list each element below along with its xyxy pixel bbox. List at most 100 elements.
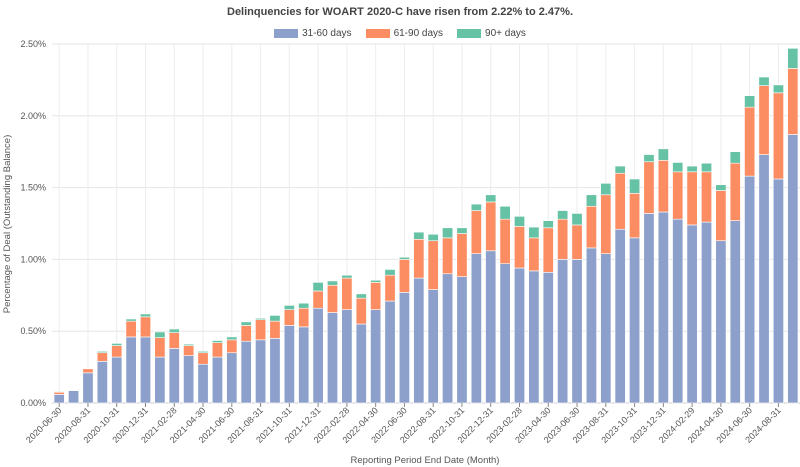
bar-segment-31-60-days[interactable] xyxy=(140,336,151,404)
bar-segment-31-60-days[interactable] xyxy=(470,253,482,404)
bar-segment-90-days[interactable] xyxy=(96,351,108,354)
bar-segment-61-90-days[interactable] xyxy=(701,171,712,223)
bar-segment-90-days[interactable] xyxy=(729,151,741,164)
bar-segment-90-days[interactable] xyxy=(427,233,439,242)
bar-segment-61-90-days[interactable] xyxy=(125,320,137,338)
bar-segment-90-days[interactable] xyxy=(240,321,252,326)
legend-item-31-60[interactable]: 31-60 days xyxy=(274,28,352,39)
bar-segment-31-60-days[interactable] xyxy=(327,312,338,404)
bar-segment-31-60-days[interactable] xyxy=(355,323,367,404)
bar-segment-31-60-days[interactable] xyxy=(183,355,195,404)
bar-segment-31-60-days[interactable] xyxy=(370,309,382,404)
bar-segment-90-days[interactable] xyxy=(384,269,396,276)
bar-segment-31-60-days[interactable] xyxy=(528,270,540,404)
bar-segment-31-60-days[interactable] xyxy=(68,390,80,404)
bar-segment-90-days[interactable] xyxy=(442,227,454,239)
bar-segment-61-90-days[interactable] xyxy=(729,162,741,221)
bar-segment-90-days[interactable] xyxy=(744,95,756,108)
bar-segment-90-days[interactable] xyxy=(269,315,281,322)
bar-segment-61-90-days[interactable] xyxy=(787,68,799,135)
bar-segment-61-90-days[interactable] xyxy=(758,85,770,155)
bar-segment-90-days[interactable] xyxy=(125,318,137,322)
bar-segment-90-days[interactable] xyxy=(211,340,223,343)
bar-segment-31-60-days[interactable] xyxy=(53,394,65,404)
bar-segment-31-60-days[interactable] xyxy=(154,356,166,404)
bar-segment-31-60-days[interactable] xyxy=(787,134,799,404)
bar-segment-31-60-days[interactable] xyxy=(456,276,468,404)
bar-segment-31-60-days[interactable] xyxy=(312,307,324,404)
bar-segment-90-days[interactable] xyxy=(53,391,65,393)
bar-segment-31-60-days[interactable] xyxy=(729,220,741,404)
bar-segment-31-60-days[interactable] xyxy=(226,352,238,404)
bar-segment-31-60-days[interactable] xyxy=(442,273,454,404)
bar-segment-61-90-days[interactable] xyxy=(413,238,425,279)
bar-segment-90-days[interactable] xyxy=(470,203,482,211)
bar-segment-61-90-days[interactable] xyxy=(111,345,123,358)
bar-segment-90-days[interactable] xyxy=(456,227,468,234)
bar-segment-61-90-days[interactable] xyxy=(312,290,324,309)
bar-segment-31-60-days[interactable] xyxy=(298,326,310,404)
bar-segment-90-days[interactable] xyxy=(327,280,338,286)
bar-segment-90-days[interactable] xyxy=(643,154,655,163)
bar-segment-61-90-days[interactable] xyxy=(53,391,65,395)
bar-segment-31-60-days[interactable] xyxy=(240,340,252,404)
bar-segment-61-90-days[interactable] xyxy=(686,171,698,226)
bar-segment-61-90-days[interactable] xyxy=(600,194,612,254)
bar-segment-31-60-days[interactable] xyxy=(125,336,137,404)
bar-segment-31-60-days[interactable] xyxy=(168,348,180,404)
bar-segment-31-60-days[interactable] xyxy=(672,218,684,404)
bar-segment-61-90-days[interactable] xyxy=(355,297,367,325)
bar-segment-61-90-days[interactable] xyxy=(585,205,597,249)
bar-segment-90-days[interactable] xyxy=(585,194,597,207)
bar-segment-61-90-days[interactable] xyxy=(283,309,295,326)
bar-segment-61-90-days[interactable] xyxy=(327,284,338,313)
bar-segment-90-days[interactable] xyxy=(183,343,195,346)
bar-segment-90-days[interactable] xyxy=(528,226,540,239)
bar-segment-61-90-days[interactable] xyxy=(398,259,410,293)
bar-segment-90-days[interactable] xyxy=(701,162,712,173)
bar-segment-31-60-days[interactable] xyxy=(514,267,525,404)
bar-segment-61-90-days[interactable] xyxy=(96,352,108,362)
bar-segment-90-days[interactable] xyxy=(657,148,669,161)
bar-segment-61-90-days[interactable] xyxy=(226,339,238,354)
bar-segment-61-90-days[interactable] xyxy=(672,171,684,220)
bar-segment-31-60-days[interactable] xyxy=(600,253,612,404)
bar-segment-31-60-days[interactable] xyxy=(744,175,756,404)
bar-segment-31-60-days[interactable] xyxy=(341,309,353,404)
bar-segment-90-days[interactable] xyxy=(197,351,209,354)
bar-segment-61-90-days[interactable] xyxy=(240,325,252,342)
bar-segment-31-60-days[interactable] xyxy=(557,259,569,404)
bar-segment-90-days[interactable] xyxy=(312,282,324,292)
bar-segment-31-60-days[interactable] xyxy=(715,240,727,404)
bar-segment-31-60-days[interactable] xyxy=(398,292,410,404)
legend-item-90-plus[interactable]: 90+ days xyxy=(457,28,526,39)
bar-segment-61-90-days[interactable] xyxy=(614,172,626,230)
bar-segment-31-60-days[interactable] xyxy=(772,178,784,404)
bar-segment-61-90-days[interactable] xyxy=(657,160,669,213)
bar-segment-90-days[interactable] xyxy=(370,279,382,283)
bar-segment-61-90-days[interactable] xyxy=(211,342,223,358)
bar-segment-90-days[interactable] xyxy=(557,210,569,220)
bar-segment-31-60-days[interactable] xyxy=(629,237,641,404)
bar-segment-61-90-days[interactable] xyxy=(557,218,569,260)
bar-segment-90-days[interactable] xyxy=(485,194,497,203)
bar-segment-31-60-days[interactable] xyxy=(96,361,108,404)
bar-segment-61-90-days[interactable] xyxy=(485,201,497,252)
bar-segment-90-days[interactable] xyxy=(140,313,151,318)
bar-segment-61-90-days[interactable] xyxy=(82,368,94,374)
bar-segment-61-90-days[interactable] xyxy=(341,277,353,310)
bar-segment-90-days[interactable] xyxy=(111,343,123,346)
bar-segment-61-90-days[interactable] xyxy=(744,106,756,177)
bar-segment-90-days[interactable] xyxy=(600,182,612,196)
bar-segment-61-90-days[interactable] xyxy=(514,226,525,269)
bar-segment-90-days[interactable] xyxy=(255,317,267,321)
bar-segment-61-90-days[interactable] xyxy=(456,233,468,277)
bar-segment-61-90-days[interactable] xyxy=(427,240,439,290)
bar-segment-61-90-days[interactable] xyxy=(715,190,727,242)
bar-segment-31-60-days[interactable] xyxy=(255,339,267,404)
bar-segment-31-60-days[interactable] xyxy=(614,228,626,404)
bar-segment-31-60-days[interactable] xyxy=(758,154,770,404)
bar-segment-61-90-days[interactable] xyxy=(643,161,655,214)
bar-segment-31-60-days[interactable] xyxy=(499,263,511,404)
bar-segment-90-days[interactable] xyxy=(571,213,583,226)
